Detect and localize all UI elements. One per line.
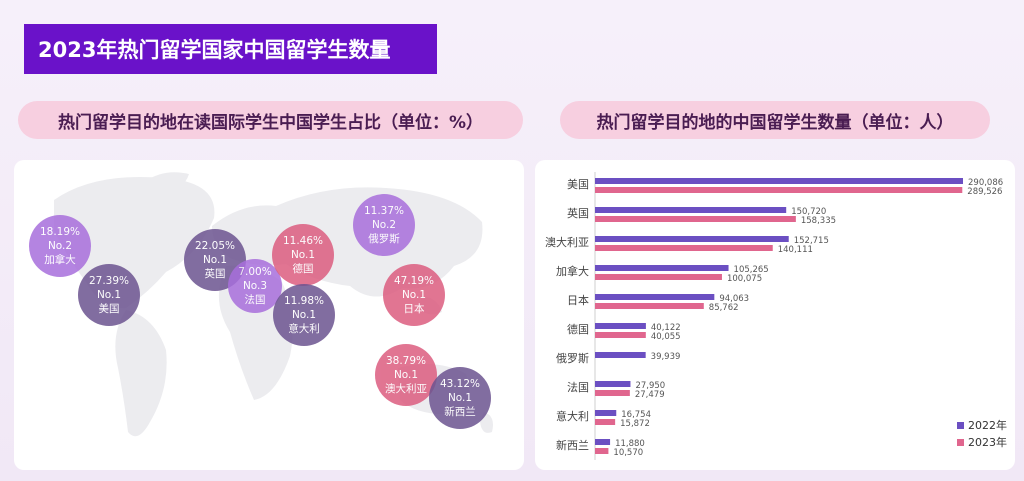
bubble-rank: No.1 (96, 289, 122, 301)
category-label: 加拿大 (556, 264, 589, 278)
bubble-country: 新西兰 (444, 406, 476, 418)
bar-2023 (595, 332, 646, 338)
bubble-1: 27.39% No.1 美国 (78, 264, 140, 326)
data-label: 15,872 (620, 419, 650, 429)
world-map-panel: 18.19% No.2 加拿大 27.39% No.1 美国 22.05% No.1 英国 7.0… (14, 160, 524, 470)
bar-2023 (595, 303, 704, 309)
bar-2023 (595, 448, 609, 454)
bar-2022 (595, 178, 963, 184)
bar-2022 (595, 294, 715, 300)
bar-2022 (595, 207, 787, 213)
category-label: 法国 (567, 380, 589, 394)
category-label: 意大利 (556, 409, 589, 423)
category-label: 澳大利亚 (545, 235, 589, 249)
bubble-country: 澳大利亚 (385, 383, 427, 395)
bubble-pct: 27.39% (88, 275, 130, 287)
bubble-pct: 47.19% (393, 275, 435, 287)
data-label: 289,526 (967, 187, 1002, 197)
bubble-rank: No.1 (447, 392, 473, 404)
category-label: 英国 (567, 206, 589, 220)
bubble-country: 意大利 (288, 323, 320, 335)
bubble-country: 加拿大 (44, 254, 76, 266)
data-label: 39,939 (651, 352, 681, 362)
bar-2022 (595, 439, 611, 445)
bubble-rank: No.1 (393, 369, 419, 381)
bar-2022 (595, 381, 631, 387)
category-label: 新西兰 (556, 438, 589, 452)
data-label: 94,063 (719, 294, 749, 304)
bubble-rank: No.1 (290, 249, 316, 261)
bubble-pct: 18.19% (39, 226, 81, 238)
bubble-8: 38.79% No.1 澳大利亚 (375, 344, 437, 406)
bubble-pct: 11.46% (282, 235, 324, 247)
bubble-pct: 11.98% (283, 295, 325, 307)
bubble-3: 7.00% No.3 法国 (228, 259, 282, 313)
data-label: 40,055 (651, 332, 681, 342)
bar-2023 (595, 390, 630, 396)
left-section-title: 热门留学目的地在读国际学生中国学生占比（单位：%） (18, 101, 523, 139)
category-label: 日本 (567, 293, 589, 307)
legend-label: 2023年 (968, 435, 1007, 449)
bubble-country: 英国 (204, 268, 226, 280)
bubble-rank: No.1 (291, 309, 317, 321)
legend-label: 2022年 (968, 418, 1007, 432)
bar-2023 (595, 187, 963, 193)
bubble-4: 11.46% No.1 德国 (272, 224, 334, 286)
bubble-rank: No.2 (371, 219, 397, 231)
bubble-country: 日本 (403, 303, 425, 315)
data-label: 11,880 (615, 439, 645, 449)
bubble-country: 法国 (244, 294, 266, 306)
bubble-pct: 7.00% (238, 266, 272, 278)
legend-swatch (957, 422, 964, 429)
data-label: 100,075 (727, 274, 762, 284)
category-label: 美国 (567, 178, 589, 191)
bar-2022 (595, 236, 789, 242)
bar-2022 (595, 265, 729, 271)
bar-2022 (595, 352, 646, 358)
bar-2023 (595, 216, 796, 222)
data-label: 158,335 (801, 216, 836, 226)
bar-2023 (595, 245, 773, 251)
bar-2023 (595, 419, 616, 425)
bubble-pct: 11.37% (363, 205, 405, 217)
data-label: 27,479 (635, 390, 665, 400)
category-label: 德国 (567, 322, 589, 336)
bubble-6: 11.37% No.2 俄罗斯 (353, 194, 415, 256)
bar-2022 (595, 410, 617, 416)
data-label: 27,950 (635, 381, 665, 391)
data-label: 40,122 (651, 323, 681, 333)
bubble-rank: No.3 (242, 280, 268, 292)
page-title: 2023年热门留学国家中国留学生数量 (24, 24, 437, 74)
data-label: 85,762 (709, 303, 739, 313)
bar-chart-panel: 美国 290,086 289,526 英国 150,720 158,335 澳大利亚 152,… (535, 160, 1015, 470)
data-label: 105,265 (734, 265, 769, 275)
bar-2023 (595, 274, 722, 280)
bubble-country: 德国 (292, 263, 314, 275)
legend-swatch (957, 439, 964, 446)
bubble-rank: No.1 (401, 289, 427, 301)
bubble-0: 18.19% No.2 加拿大 (29, 215, 91, 277)
bubble-country: 俄罗斯 (368, 233, 400, 245)
bubble-pct: 38.79% (385, 355, 427, 367)
data-label: 290,086 (968, 178, 1003, 188)
data-label: 152,715 (794, 236, 829, 246)
bubble-5: 11.98% No.1 意大利 (273, 284, 335, 346)
bubble-rank: No.1 (202, 254, 228, 266)
data-label: 16,754 (621, 410, 651, 420)
data-label: 10,570 (613, 448, 643, 458)
data-label: 140,111 (778, 245, 813, 255)
bubble-7: 47.19% No.1 日本 (383, 264, 445, 326)
right-section-title: 热门留学目的地的中国留学生数量（单位：人） (560, 101, 990, 139)
bubble-pct: 22.05% (194, 240, 236, 252)
category-label: 俄罗斯 (556, 352, 589, 365)
bubble-9: 43.12% No.1 新西兰 (429, 367, 491, 429)
bar-2022 (595, 323, 646, 329)
bubble-country: 美国 (98, 303, 120, 315)
bubble-pct: 43.12% (439, 378, 481, 390)
data-label: 150,720 (791, 207, 826, 217)
bubble-rank: No.2 (47, 240, 73, 252)
